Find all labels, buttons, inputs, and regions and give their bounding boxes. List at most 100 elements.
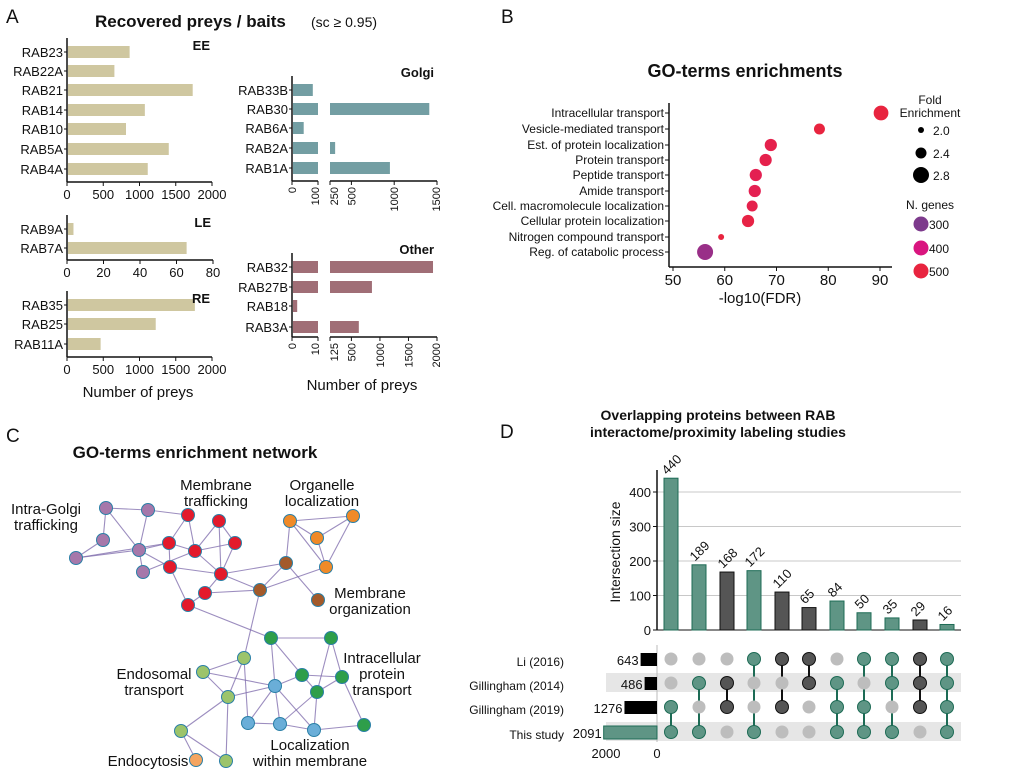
- matrix-dot-inactive: [802, 700, 816, 714]
- network-edge: [289, 520, 327, 568]
- other-x-tick-label: 0: [287, 343, 299, 349]
- ee-category-label: RAB4A: [20, 162, 63, 177]
- golgi-x-tick-label: 0: [287, 187, 299, 193]
- golgi-bar-continued: [330, 162, 390, 174]
- re-category-label: RAB11A: [14, 337, 63, 352]
- panel-b-x-tick-label: 70: [768, 272, 785, 289]
- network-edge: [316, 515, 354, 539]
- matrix-dot-inactive: [747, 700, 761, 714]
- matrix-dot-active: [885, 725, 899, 739]
- matrix-dot-active: [802, 676, 816, 690]
- intersection-value-label: 84: [825, 579, 846, 600]
- panel-b-point: [718, 234, 725, 240]
- panel-b-term-label: Peptide transport: [573, 168, 665, 182]
- network-edge: [247, 685, 276, 724]
- matrix-dot-active: [775, 652, 789, 666]
- network-node-membrane-trafficking: [162, 536, 176, 550]
- intersection-bar: [663, 477, 679, 631]
- network-node-organelle-localization: [310, 531, 324, 545]
- panel-b-title: GO-terms enrichments: [647, 61, 842, 81]
- matrix-dot-active: [664, 725, 678, 739]
- other-group-label: Other: [399, 242, 434, 257]
- panel-b-x-tick-label: 60: [716, 272, 733, 289]
- intersection-value-label: 16: [935, 603, 956, 624]
- intersection-value-label: 35: [880, 596, 901, 617]
- ee-category-label: RAB21: [22, 83, 63, 98]
- panel-b-point: [748, 184, 761, 198]
- network-label-intracellular-protein-transport: Intracellular: [343, 650, 421, 667]
- network-node-membrane-trafficking: [198, 586, 212, 600]
- le-x-tick-label: 60: [169, 265, 183, 280]
- network-node-membrane-trafficking: [214, 567, 228, 581]
- golgi-bar: [293, 103, 318, 115]
- panel-d-y-tick-label: 300: [629, 520, 651, 535]
- network-node-intracellular-protein-transport: [295, 668, 309, 682]
- panel-d-y-tick-label: 400: [629, 485, 651, 500]
- matrix-dot-inactive: [720, 725, 734, 739]
- matrix-dot-inactive: [913, 725, 927, 739]
- legend-size-dot: [915, 147, 927, 159]
- network-node-membrane-organization: [311, 593, 325, 607]
- other-bar: [293, 321, 318, 333]
- re-x-tick-label: 2000: [198, 362, 227, 377]
- panel-b-term-label: Protein transport: [575, 153, 664, 167]
- le-x-tick-label: 40: [133, 265, 147, 280]
- network-node-membrane-organization: [279, 556, 293, 570]
- ee-x-tick-label: 1500: [161, 187, 190, 202]
- other-category-label: RAB27B: [238, 280, 288, 295]
- legend-size-label: 2.0: [933, 124, 950, 138]
- panel-a-xlabel-left: Number of preys: [83, 384, 194, 401]
- network-edge: [341, 676, 365, 726]
- matrix-dot-active: [775, 700, 789, 714]
- golgi-bar-continued: [330, 142, 336, 154]
- network-edge: [279, 691, 318, 725]
- matrix-dot-active: [692, 725, 706, 739]
- panel-a-title: Recovered preys / baits: [95, 12, 286, 31]
- intersection-bar: [912, 619, 928, 631]
- network-edge: [289, 515, 354, 522]
- other-bar: [293, 300, 298, 312]
- golgi-bar: [293, 122, 304, 134]
- legend-color-title: N. genes: [906, 198, 954, 212]
- golgi-bar: [293, 162, 318, 174]
- panel-b-x-tick-label: 90: [872, 272, 889, 289]
- intersection-bar: [746, 570, 762, 631]
- panel-b-term-label: Est. of protein localization: [527, 138, 664, 152]
- legend-size-title: Enrichment: [900, 106, 961, 120]
- network-edge: [325, 515, 354, 568]
- le-category-label: RAB9A: [20, 222, 63, 237]
- set-size-bar: [624, 701, 657, 714]
- matrix-dot-active: [940, 700, 954, 714]
- network-node-membrane-organization: [253, 583, 267, 597]
- golgi-x-tick-label: 100: [310, 187, 322, 205]
- network-label-intra-golgi: Intra-Golgi: [11, 501, 81, 518]
- ee-category-label: RAB22A: [13, 64, 63, 79]
- panel-b-point: [759, 153, 772, 167]
- matrix-dot-active: [747, 725, 761, 739]
- re-x-tick-label: 500: [92, 362, 114, 377]
- network-edge: [180, 730, 227, 762]
- network-node-endosomal-transport: [237, 651, 251, 665]
- network-edge: [227, 685, 276, 698]
- network-node-membrane-trafficking: [212, 514, 226, 528]
- legend-color-dot: [913, 263, 929, 279]
- panel-label-b: B: [501, 7, 514, 28]
- re-bar: [68, 338, 101, 350]
- le-x-tick-label: 80: [206, 265, 220, 280]
- matrix-dot-inactive: [720, 652, 734, 666]
- matrix-dot-active: [885, 652, 899, 666]
- matrix-dot-active: [913, 700, 927, 714]
- other-x-tick-label: 10: [310, 343, 322, 355]
- panel-c-title: GO-terms enrichment network: [73, 443, 318, 462]
- intersection-value-label: 189: [687, 538, 713, 564]
- network-node-membrane-trafficking: [188, 544, 202, 558]
- legend-color-dot: [913, 216, 929, 232]
- network-node-membrane-trafficking: [228, 536, 242, 550]
- panel-b-point: [813, 123, 825, 135]
- network-node-localization-within-membrane: [307, 723, 321, 737]
- intersection-bar: [774, 591, 790, 631]
- matrix-dot-active: [830, 676, 844, 690]
- other-category-label: RAB3A: [245, 320, 288, 335]
- panel-a-xlabel-right: Number of preys: [307, 377, 418, 394]
